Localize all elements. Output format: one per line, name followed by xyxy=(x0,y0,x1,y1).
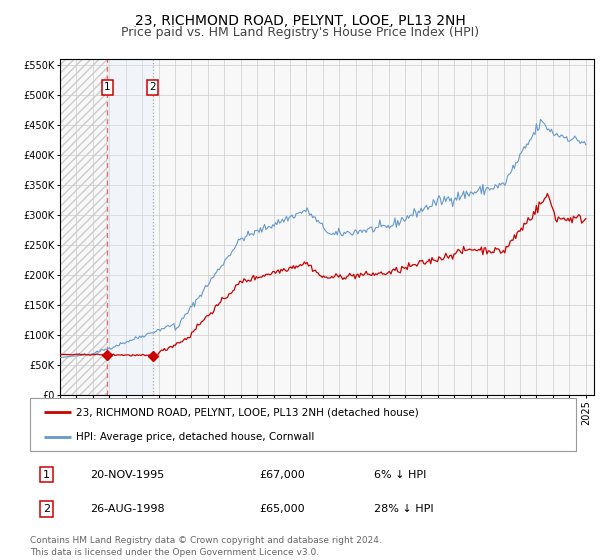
Text: 2: 2 xyxy=(43,504,50,514)
Text: £65,000: £65,000 xyxy=(259,504,305,514)
Text: 28% ↓ HPI: 28% ↓ HPI xyxy=(374,504,434,514)
Text: 20-NOV-1995: 20-NOV-1995 xyxy=(90,470,164,479)
Text: Price paid vs. HM Land Registry's House Price Index (HPI): Price paid vs. HM Land Registry's House … xyxy=(121,26,479,39)
Text: 6% ↓ HPI: 6% ↓ HPI xyxy=(374,470,427,479)
Text: HPI: Average price, detached house, Cornwall: HPI: Average price, detached house, Corn… xyxy=(76,432,315,442)
Text: £67,000: £67,000 xyxy=(259,470,305,479)
Text: 23, RICHMOND ROAD, PELYNT, LOOE, PL13 2NH: 23, RICHMOND ROAD, PELYNT, LOOE, PL13 2N… xyxy=(134,14,466,28)
Text: Contains HM Land Registry data © Crown copyright and database right 2024.
This d: Contains HM Land Registry data © Crown c… xyxy=(30,536,382,557)
Text: 26-AUG-1998: 26-AUG-1998 xyxy=(90,504,164,514)
Text: 2: 2 xyxy=(149,82,156,92)
Text: 23, RICHMOND ROAD, PELYNT, LOOE, PL13 2NH (detached house): 23, RICHMOND ROAD, PELYNT, LOOE, PL13 2N… xyxy=(76,408,419,418)
FancyBboxPatch shape xyxy=(30,398,576,451)
Bar xyxy=(107,59,153,395)
Text: 1: 1 xyxy=(104,82,111,92)
Bar xyxy=(60,59,107,395)
Text: 1: 1 xyxy=(43,470,50,479)
